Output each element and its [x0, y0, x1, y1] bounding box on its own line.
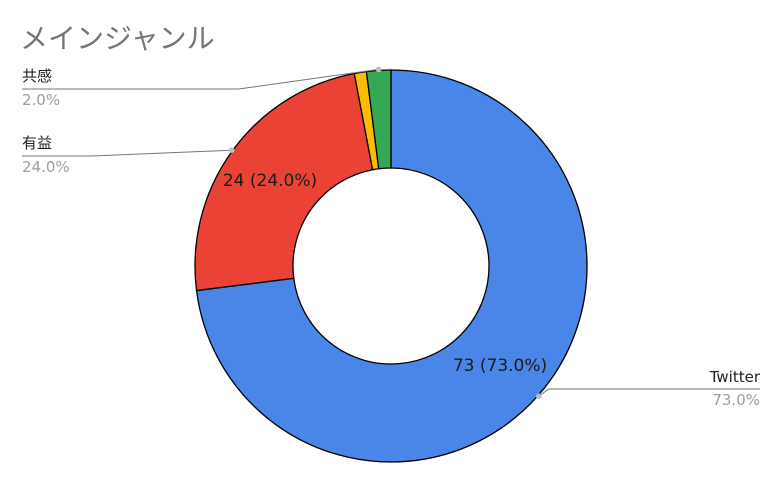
legend-percent-twitter: 73.0%	[712, 391, 760, 409]
slice-slice-3	[365, 69, 392, 170]
callout-dot-slice-3	[375, 66, 382, 73]
callouts-group: Twitter 73.0% 73 (73.0%) 有益 24.0% 24 (24.0%) 共…	[22, 66, 761, 409]
callout-line-slice-3	[22, 68, 379, 90]
legend-percent-slice-3: 2.0%	[22, 91, 60, 109]
legend-name-twitter: Twitter	[709, 368, 761, 386]
slice-value-label-slice-1: 24 (24.0%)	[223, 171, 317, 191]
legend-name-slice-3: 共感	[22, 67, 52, 85]
callout-line-twitter	[538, 388, 760, 397]
callout-dot-slice-1	[228, 147, 235, 154]
slice-slice-1	[194, 72, 374, 292]
legend-percent-slice-1: 24.0%	[22, 158, 70, 176]
chart-title: メインジャンル	[20, 22, 215, 55]
legend-name-slice-1: 有益	[22, 134, 52, 152]
slices-group	[194, 69, 588, 463]
callout-dot-twitter	[535, 393, 542, 400]
callout-line-slice-1	[22, 149, 232, 157]
slice-value-label-twitter: 73 (73.0%)	[453, 356, 547, 376]
slice-twitter	[195, 69, 588, 463]
